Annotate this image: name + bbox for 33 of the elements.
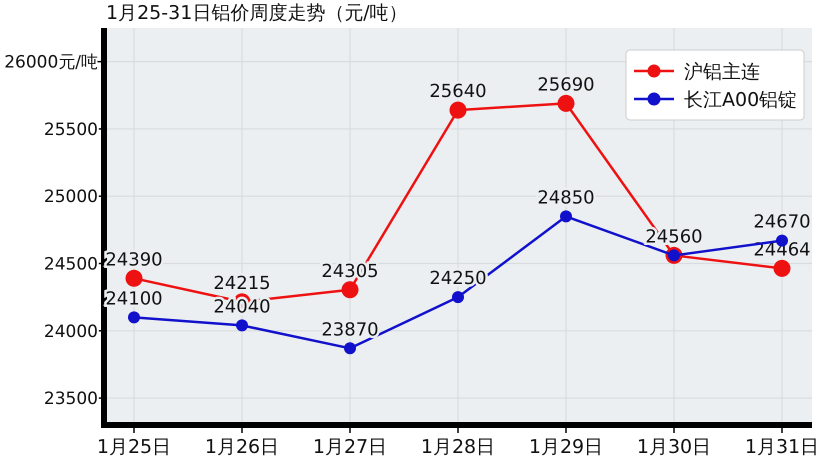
x-tick-label: 1月28日 [420, 436, 496, 458]
x-tick-label: 1月29日 [528, 436, 604, 458]
x-tick-label: 1月30日 [636, 436, 712, 458]
point [558, 94, 574, 112]
y-tick-label: 25500 [44, 120, 98, 140]
data-label: 24670 [753, 212, 811, 233]
point [774, 260, 790, 277]
data-label: 23870 [321, 319, 379, 340]
point [560, 210, 572, 222]
x-tick-label: 1月31日 [744, 436, 819, 458]
x-tick-label: 1月26日 [204, 436, 280, 458]
point [344, 342, 356, 354]
legend-label: 长江A00铝锭 [684, 89, 798, 111]
point [450, 102, 466, 119]
point [126, 270, 142, 287]
x-tick-label: 1月25日 [96, 436, 172, 458]
chart-title: 1月25-31日铝价周度走势（元/吨） [106, 2, 408, 24]
data-label: 24850 [537, 187, 595, 208]
data-label: 25640 [429, 81, 487, 102]
y-tick-label: 25000 [44, 187, 98, 208]
y-tick-label: 26000元/吨 [4, 52, 98, 73]
data-label: 24215 [213, 272, 271, 294]
y-tick-label: 24000 [44, 322, 98, 342]
y-tick-label: 23500 [44, 389, 98, 410]
point [452, 291, 464, 304]
x-tick-label: 1月27日 [312, 436, 388, 458]
data-label: 25690 [537, 74, 595, 96]
legend-label: 沪铝主连 [684, 61, 760, 83]
point [128, 311, 140, 324]
data-label: 24040 [213, 296, 271, 318]
y-tick-label: 24500 [44, 254, 98, 275]
point [236, 319, 248, 332]
point [342, 281, 358, 298]
